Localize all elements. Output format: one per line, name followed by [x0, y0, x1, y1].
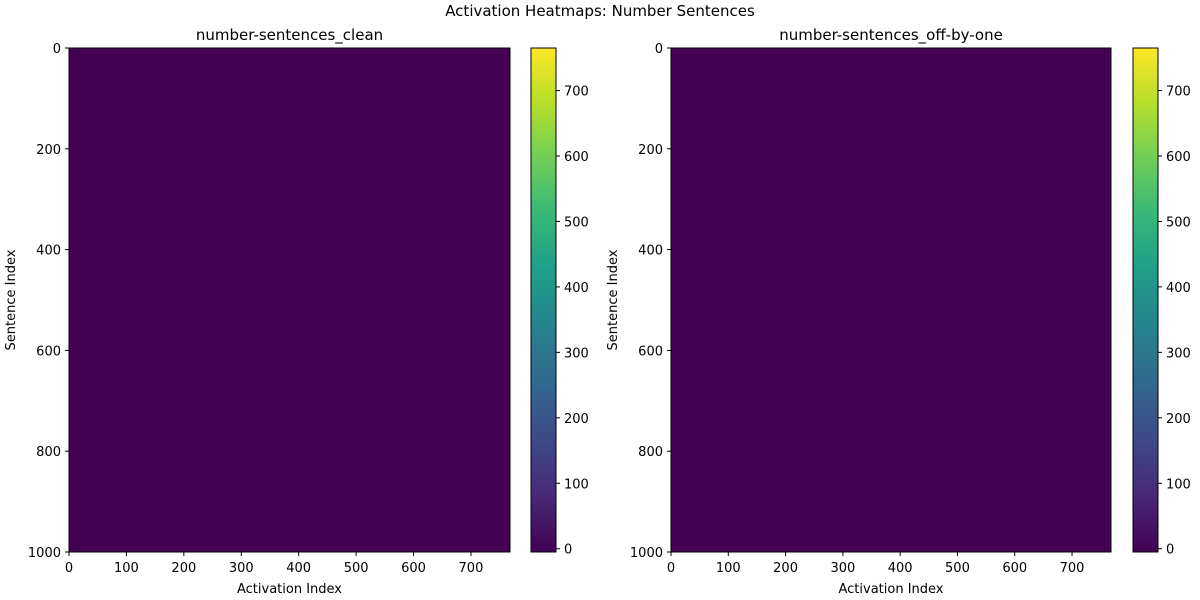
y-tick-label: 1000	[630, 546, 663, 561]
x-axis-label: Activation Index	[237, 582, 342, 597]
colorbar	[1133, 48, 1158, 552]
heatmap-image	[671, 48, 1111, 552]
x-tick-label: 600	[1002, 561, 1027, 576]
x-tick-label: 500	[344, 561, 369, 576]
y-tick-label: 200	[638, 143, 663, 158]
x-tick-label: 700	[1060, 561, 1085, 576]
x-tick-label: 400	[888, 561, 913, 576]
axes-frame	[68, 47, 511, 553]
x-tick-label: 300	[229, 561, 254, 576]
colorbar-frame	[530, 47, 557, 553]
x-tick-label: 400	[286, 561, 311, 576]
heatmap-image	[69, 48, 510, 552]
colorbar-tick-label: 100	[564, 477, 589, 492]
colorbar-tick-label: 0	[564, 543, 572, 558]
colorbar-tick-label: 700	[1166, 85, 1191, 100]
y-axis-label: Sentence Index	[4, 249, 19, 350]
x-tick-label: 500	[945, 561, 970, 576]
y-tick-label: 600	[36, 344, 61, 359]
colorbar-frame	[1132, 47, 1159, 553]
y-tick-label: 800	[36, 445, 61, 460]
y-tick-label: 1000	[28, 546, 61, 561]
x-tick-label: 200	[773, 561, 798, 576]
colorbar-tick-label: 400	[1166, 281, 1191, 296]
y-tick-label: 600	[638, 344, 663, 359]
colorbar-tick-label: 400	[564, 281, 589, 296]
colorbar-tick-label: 300	[564, 346, 589, 361]
figure-suptitle: Activation Heatmaps: Number Sentences	[445, 2, 755, 20]
colorbar-tick-label: 500	[1166, 215, 1191, 230]
y-tick-label: 800	[638, 445, 663, 460]
colorbar-tick-label: 100	[1166, 477, 1191, 492]
x-tick-label: 200	[171, 561, 196, 576]
colorbar-tick-label: 200	[564, 412, 589, 427]
y-tick-label: 400	[36, 244, 61, 259]
colorbar-tick-label: 300	[1166, 346, 1191, 361]
heatmap-panel-1: number-sentences_clean 0 100 200 300 400 500 60…	[4, 26, 589, 597]
x-tick-label: 0	[667, 561, 675, 576]
heatmap-panel-2: number-sentences_off-by-one 0 100 200 300 400…	[606, 26, 1191, 597]
colorbar-tick-label: 700	[564, 85, 589, 100]
colorbar	[531, 48, 556, 552]
colorbar-tick-label: 0	[1166, 543, 1174, 558]
y-tick-label: 0	[655, 42, 663, 57]
colorbar-tick-label: 200	[1166, 412, 1191, 427]
y-tick-label: 200	[36, 143, 61, 158]
colorbar-tick-label: 600	[564, 150, 589, 165]
colorbar-tick-label: 500	[564, 215, 589, 230]
x-axis-label: Activation Index	[838, 582, 943, 597]
x-tick-label: 100	[716, 561, 741, 576]
x-tick-label: 300	[830, 561, 855, 576]
y-tick-label: 0	[53, 42, 61, 57]
colorbar-tick-label: 600	[1166, 150, 1191, 165]
axes-frame	[670, 47, 1112, 553]
x-tick-label: 600	[401, 561, 426, 576]
x-tick-label: 0	[65, 561, 73, 576]
y-tick-label: 400	[638, 244, 663, 259]
x-tick-label: 100	[114, 561, 139, 576]
y-axis-label: Sentence Index	[606, 249, 621, 350]
x-tick-label: 700	[459, 561, 484, 576]
panel-title: number-sentences_off-by-one	[779, 26, 1003, 45]
panel-title: number-sentences_clean	[196, 26, 383, 45]
